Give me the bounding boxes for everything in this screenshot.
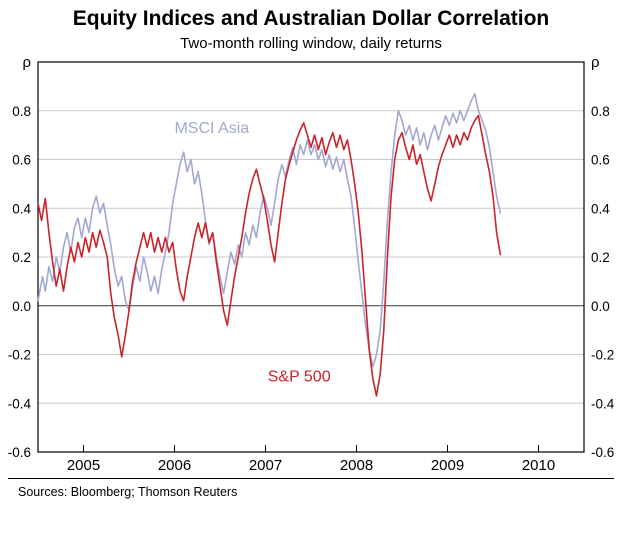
- y-tick-label-left: 0.6: [12, 152, 31, 167]
- y-tick-label-left: 0.4: [12, 201, 31, 216]
- y-tick-label-right: 0.4: [591, 201, 610, 216]
- x-tick-label: 2005: [67, 457, 100, 474]
- y-tick-label-right: 0.6: [591, 152, 610, 167]
- series-line-s-p-500: [37, 114, 502, 397]
- chart-footer: Sources: Bloomberg; Thomson Reuters: [0, 476, 622, 499]
- chart-title: Equity Indices and Australian Dollar Cor…: [72, 7, 550, 30]
- line-chart: 2005 2006 2007 2008 2009 2010 0.8 0.8 0.6 0.6 0.4 0…: [8, 54, 615, 474]
- y-tick-label-right: -0.4: [591, 396, 615, 411]
- x-tick-label: 2010: [522, 457, 555, 474]
- y-tick-label-left: 0.0: [12, 299, 31, 314]
- chart-subtitle: Two-month rolling window, daily returns: [180, 34, 442, 52]
- y-tick-label-left: -0.6: [8, 445, 31, 460]
- y-axis-symbol-left: ρ: [22, 54, 31, 71]
- y-tick-label-left: -0.4: [8, 396, 32, 411]
- x-tick-label: 2007: [249, 457, 282, 474]
- x-tick-label: 2009: [431, 457, 464, 474]
- series-label-msci-asia: MSCI Asia: [174, 120, 249, 137]
- y-tick-label-left: 0.2: [12, 250, 31, 265]
- y-tick-label-right: -0.6: [591, 445, 614, 460]
- y-axis-symbol-right: ρ: [591, 54, 600, 71]
- sources-text: Sources: Bloomberg; Thomson Reuters: [18, 484, 238, 499]
- x-tick-label: 2008: [340, 457, 373, 474]
- y-tick-label-right: -0.2: [591, 347, 614, 362]
- x-tick-label: 2006: [158, 457, 191, 474]
- footer-rule: [8, 477, 614, 479]
- plot-frame: [37, 61, 585, 453]
- series-label-s-p-500: S&P 500: [268, 368, 331, 385]
- y-tick-label-right: 0.2: [591, 250, 610, 265]
- y-tick-label-right: 0.0: [591, 299, 610, 314]
- series-line-msci-asia: [37, 92, 502, 368]
- y-tick-label-right: 0.8: [591, 104, 610, 119]
- y-tick-label-left: 0.8: [12, 104, 31, 119]
- y-tick-label-left: -0.2: [8, 347, 31, 362]
